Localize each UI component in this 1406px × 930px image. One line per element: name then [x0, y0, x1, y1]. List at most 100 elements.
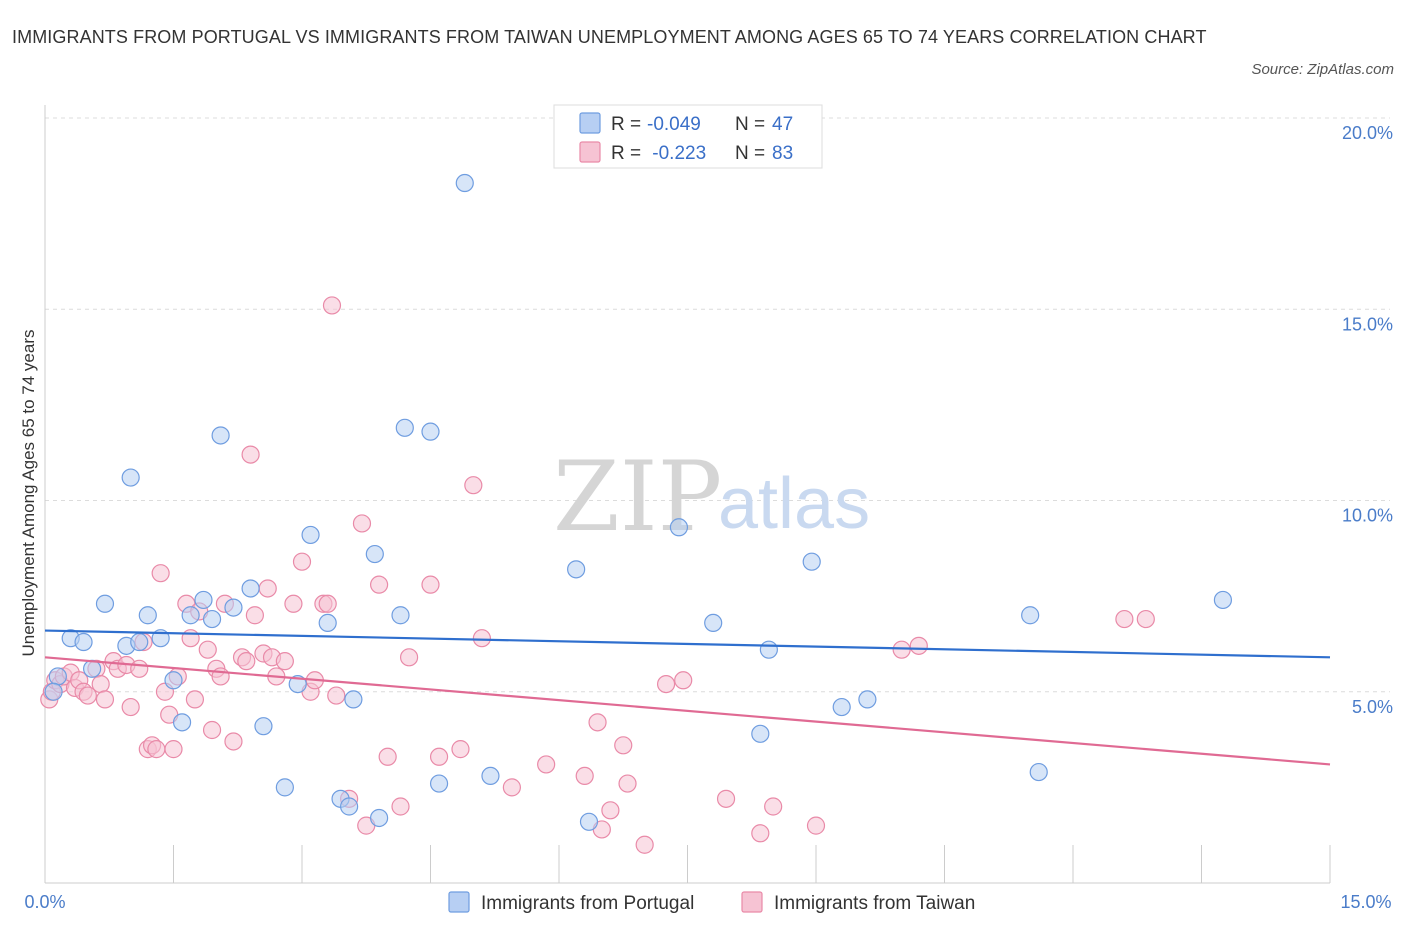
- taiwan-point-66: [502, 778, 521, 797]
- legend-swatch-taiwan: [579, 141, 601, 163]
- bottom-legend-swatch-taiwan: [741, 891, 763, 913]
- taiwan-point-79: [764, 797, 783, 816]
- portugal-point-34: [481, 766, 500, 786]
- taiwan-point-11: [91, 674, 110, 694]
- axes: [44, 105, 1331, 884]
- portugal-point-25: [340, 797, 359, 816]
- taiwan-point-76: [674, 671, 693, 690]
- portugal-point-19: [254, 717, 273, 736]
- trend-lines: [44, 629, 1331, 766]
- taiwan-point-36: [224, 732, 243, 751]
- portugal-point-23: [318, 613, 337, 633]
- portugal-point-45: [1029, 762, 1048, 782]
- taiwan-point-83: [1115, 609, 1134, 629]
- portugal-point-5: [95, 594, 115, 613]
- taiwan-point-80: [806, 816, 826, 835]
- taiwan-point-74: [635, 835, 654, 854]
- portugal-point-42: [832, 697, 851, 717]
- taiwan-points: [40, 296, 1155, 854]
- portugal-point-41: [802, 552, 821, 571]
- taiwan-point-29: [185, 690, 205, 709]
- portugal-point-33: [455, 173, 474, 193]
- taiwan-point-65: [472, 629, 491, 648]
- taiwan-point-84: [1136, 609, 1155, 629]
- taiwan-point-17: [130, 659, 149, 678]
- bottom-legend-label-portugal: Immigrants from Portugal: [481, 893, 694, 914]
- taiwan-point-69: [588, 713, 607, 732]
- portugal-point-29: [391, 606, 410, 625]
- taiwan-point-42: [258, 579, 277, 598]
- portugal-points: [44, 173, 1233, 831]
- portugal-point-30: [395, 418, 414, 437]
- portugal-point-21: [288, 674, 307, 694]
- taiwan-point-40: [245, 606, 264, 625]
- legend-taiwan-n-label: N =: [735, 143, 765, 164]
- legend-portugal-r-label: R =: [611, 114, 641, 135]
- portugal-point-11: [164, 671, 183, 690]
- y-axis-label: Unemployment Among Ages 65 to 74 years: [19, 330, 38, 657]
- taiwan-point-21: [147, 740, 166, 759]
- portugal-point-8: [130, 632, 149, 652]
- taiwan-point-51: [318, 594, 337, 613]
- taiwan-point-45: [275, 652, 294, 671]
- taiwan-point-57: [370, 575, 389, 594]
- legend-swatch-portugal: [579, 112, 601, 134]
- taiwan-point-68: [575, 766, 594, 786]
- y-tick-label-0: 5.0%: [1352, 697, 1393, 717]
- taiwan-point-52: [322, 296, 342, 315]
- portugal-point-17: [224, 598, 243, 617]
- portugal-point-37: [669, 518, 689, 537]
- taiwan-point-53: [327, 686, 346, 705]
- taiwan-point-28: [181, 629, 200, 648]
- portugal-point-44: [1021, 606, 1040, 625]
- portugal-point-3: [74, 632, 93, 652]
- taiwan-point-67: [537, 755, 556, 774]
- portugal-point-32: [429, 774, 449, 793]
- taiwan-point-75: [656, 674, 676, 694]
- portugal-point-9: [138, 606, 157, 625]
- taiwan-point-25: [164, 740, 183, 759]
- y-tick-label-2: 15.0%: [1342, 314, 1393, 334]
- taiwan-point-60: [399, 648, 419, 667]
- portugal-point-46: [1213, 590, 1233, 610]
- taiwan-point-78: [751, 824, 770, 843]
- portugal-trend-line: [44, 629, 1331, 659]
- bottom-legend-label-taiwan: Immigrants from Taiwan: [774, 893, 975, 914]
- portugal-point-43: [858, 690, 877, 709]
- legend-taiwan-n-value: 83: [772, 143, 793, 164]
- x-tick-label-min: 0.0%: [24, 892, 65, 912]
- taiwan-point-72: [614, 736, 633, 755]
- portugal-point-15: [202, 609, 222, 629]
- portugal-point-36: [579, 812, 599, 831]
- portugal-point-7: [121, 468, 140, 487]
- watermark-atlas: atlas: [718, 464, 870, 544]
- taiwan-point-47: [292, 552, 312, 571]
- top-legend: R = -0.049 N = 47 R = -0.223 N = 83: [553, 104, 823, 169]
- taiwan-point-46: [284, 594, 303, 613]
- taiwan-point-62: [429, 747, 449, 766]
- taiwan-point-59: [391, 797, 410, 816]
- taiwan-point-63: [451, 740, 470, 759]
- portugal-point-27: [365, 544, 384, 564]
- taiwan-point-32: [202, 720, 222, 740]
- y-tick-label-3: 20.0%: [1342, 123, 1393, 143]
- portugal-point-38: [704, 613, 723, 633]
- portugal-point-20: [275, 778, 294, 797]
- portugal-point-14: [194, 590, 213, 610]
- portugal-point-28: [370, 808, 389, 828]
- legend-portugal-n-value: 47: [772, 114, 793, 135]
- portugal-point-0: [48, 667, 67, 686]
- x-tick-label-max: 15.0%: [1340, 892, 1391, 912]
- portugal-point-22: [301, 525, 320, 545]
- taiwan-point-39: [241, 445, 260, 464]
- taiwan-point-73: [618, 774, 637, 793]
- legend-taiwan-r-value: -0.223: [647, 143, 706, 164]
- source-label: Source: ZipAtlas.com: [1251, 61, 1394, 78]
- taiwan-point-31: [198, 640, 217, 659]
- taiwan-point-61: [421, 575, 440, 594]
- taiwan-point-38: [237, 652, 256, 671]
- taiwan-point-77: [716, 789, 736, 808]
- watermark-zip: ZIP: [553, 441, 722, 553]
- portugal-point-16: [211, 426, 230, 445]
